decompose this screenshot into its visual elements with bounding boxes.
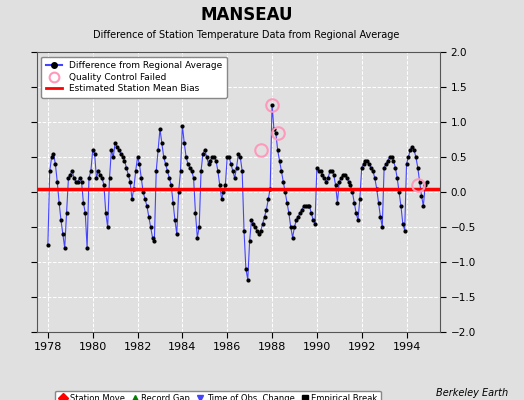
Text: MANSEAU: MANSEAU xyxy=(200,6,292,24)
Text: Berkeley Earth: Berkeley Earth xyxy=(436,388,508,398)
Legend: Station Move, Record Gap, Time of Obs. Change, Empirical Break: Station Move, Record Gap, Time of Obs. C… xyxy=(56,390,381,400)
Text: Difference of Station Temperature Data from Regional Average: Difference of Station Temperature Data f… xyxy=(93,30,399,40)
